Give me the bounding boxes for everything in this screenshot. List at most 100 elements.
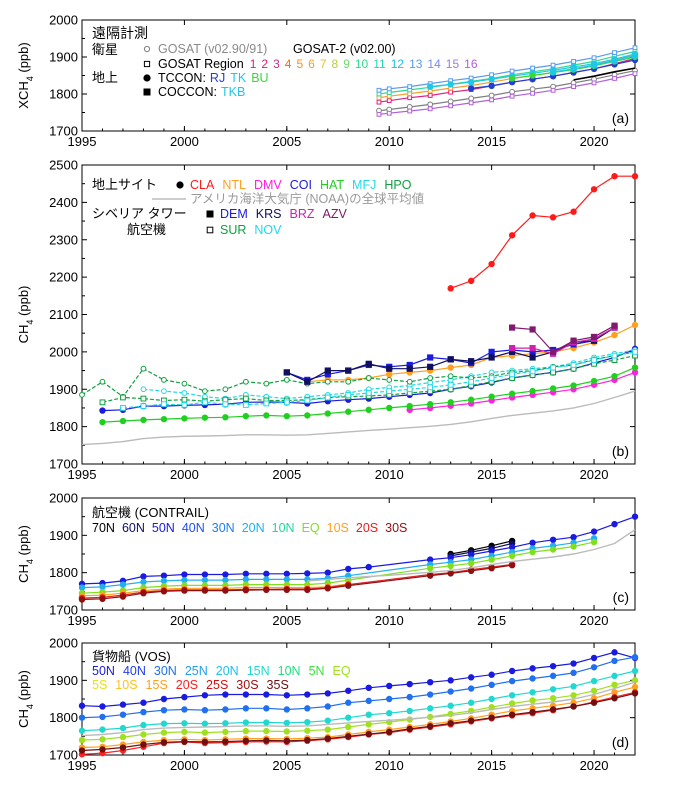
data-point — [242, 587, 250, 594]
data-point — [78, 702, 86, 709]
y-tick-label: 1800 — [49, 710, 78, 725]
data-point — [160, 729, 168, 736]
x-tick-label: 2005 — [272, 758, 301, 773]
panel-tag: (a) — [612, 110, 629, 126]
data-point — [611, 352, 618, 359]
data-point — [263, 586, 270, 594]
y-tick-label: 1900 — [49, 528, 78, 543]
data-point — [119, 593, 127, 600]
data-point — [550, 62, 556, 68]
legend-ground-site-cla: CLA — [190, 178, 215, 192]
data-point — [426, 564, 434, 572]
data-point — [488, 354, 495, 361]
data-point — [160, 572, 168, 579]
data-point — [447, 677, 454, 684]
data-point — [570, 683, 577, 690]
data-point — [201, 571, 209, 578]
data-point — [631, 667, 639, 675]
data-point — [467, 85, 475, 92]
data-point — [283, 737, 291, 745]
data-point — [508, 232, 516, 239]
data-point — [467, 699, 475, 706]
data-point — [611, 681, 618, 689]
data-point — [467, 567, 475, 574]
series-line — [450, 540, 513, 555]
data-point — [488, 393, 495, 400]
data-point — [242, 576, 250, 583]
data-point — [631, 683, 639, 691]
legend-band-5s: 5S — [92, 678, 107, 692]
data-point — [570, 362, 577, 368]
legend-region-14: 14 — [427, 57, 441, 71]
x-tick-label: 2000 — [170, 134, 199, 149]
data-point — [447, 381, 454, 388]
data-point — [386, 709, 393, 717]
data-point — [99, 595, 106, 602]
data-point — [263, 400, 270, 407]
data-point — [283, 692, 291, 699]
legend-gosat-region: GOSAT Region — [158, 57, 244, 71]
data-point — [427, 93, 433, 98]
data-point — [304, 412, 311, 419]
data-point — [590, 664, 598, 671]
data-point — [529, 675, 536, 682]
series-line — [307, 529, 636, 582]
data-point — [324, 394, 331, 401]
data-point — [140, 416, 147, 424]
data-point — [222, 691, 229, 698]
data-point — [529, 368, 536, 375]
series-line — [81, 516, 636, 585]
legend-title: 貨物船 (VOS) — [92, 649, 171, 664]
data-point — [407, 108, 413, 114]
data-point — [242, 719, 250, 726]
panel-c-contrail: 1995 2000 2005 2010 2015 2020 1700 1800 1900 2000… — [16, 491, 639, 628]
data-point — [160, 739, 168, 746]
data-point — [119, 711, 127, 718]
legend-region-8: 8 — [332, 57, 339, 71]
x-tick-label: 2020 — [580, 134, 609, 149]
data-point — [242, 570, 250, 577]
y-axis-label: CH4 (ppb) — [16, 286, 35, 344]
legend-region-13: 13 — [409, 57, 423, 71]
data-point — [365, 563, 372, 571]
data-point — [631, 364, 639, 371]
data-point — [78, 736, 86, 744]
legend-region-11: 11 — [373, 57, 386, 71]
data-point — [140, 741, 147, 748]
data-point — [283, 706, 291, 713]
data-point — [386, 695, 393, 703]
series-cla — [447, 173, 639, 292]
data-point — [386, 98, 392, 104]
data-point — [549, 385, 557, 392]
data-point — [222, 386, 229, 393]
data-point — [549, 695, 557, 702]
data-point — [406, 402, 413, 410]
data-point — [78, 714, 86, 721]
panel-tag: (b) — [612, 443, 629, 459]
data-point — [447, 285, 454, 292]
legend-gosat: GOSAT (v02.90/91) — [158, 42, 267, 56]
data-point — [201, 729, 209, 736]
legend-tower-site-dem: DEM — [220, 207, 248, 221]
data-point — [365, 390, 372, 396]
data-point — [376, 111, 382, 117]
data-point — [591, 55, 597, 61]
data-point — [99, 746, 106, 753]
data-point — [549, 686, 557, 693]
data-point — [550, 87, 556, 93]
legend-region-1: 1 — [250, 57, 257, 71]
data-point — [345, 723, 352, 731]
data-point — [570, 703, 577, 710]
data-point — [176, 181, 184, 189]
x-tick-label: 2015 — [477, 467, 506, 482]
data-point — [201, 707, 209, 714]
data-point — [119, 744, 127, 751]
data-point — [181, 738, 188, 745]
legend-tower-label: シベリア タワー — [92, 206, 187, 221]
data-point — [509, 324, 516, 331]
data-point — [488, 92, 495, 99]
legend-tccon-site-rj: RJ — [210, 71, 225, 85]
data-point — [222, 720, 229, 727]
data-point — [99, 418, 106, 426]
data-point — [467, 560, 475, 567]
